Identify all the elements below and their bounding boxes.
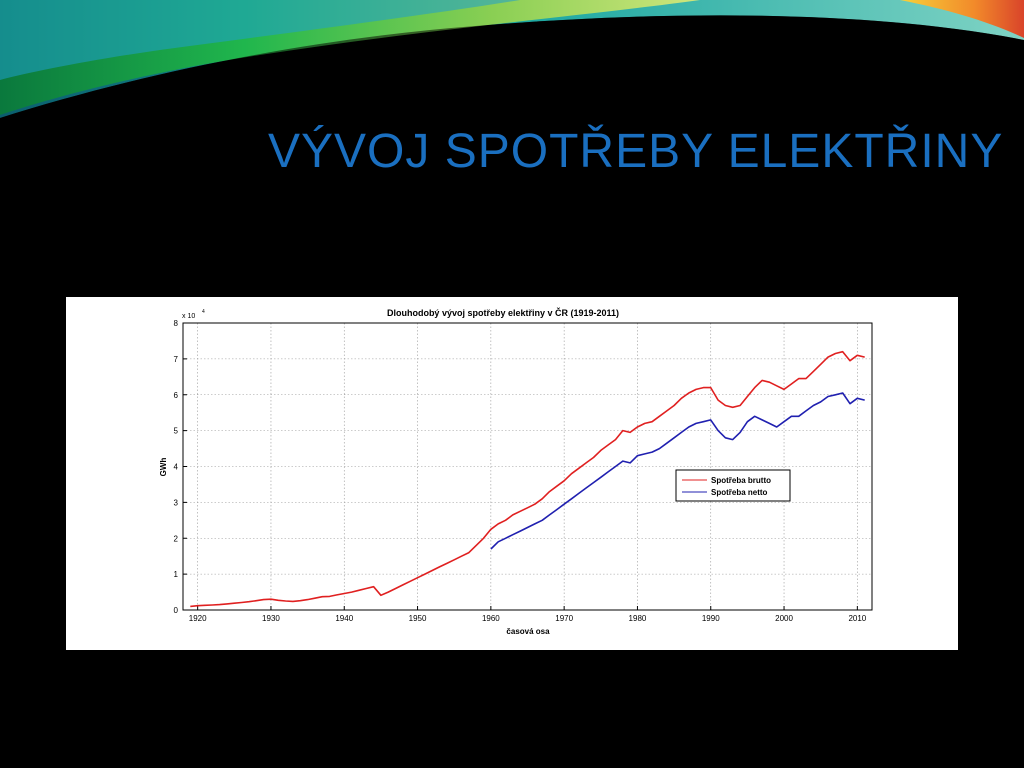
- x-tick-label: 1930: [262, 614, 280, 623]
- y-tick-label: 0: [174, 606, 179, 615]
- consumption-line-chart: 1920 1930 1940 1950 1960 1970 1980 1990 2000 2010…: [159, 307, 873, 636]
- x-tick-label: 1960: [482, 614, 500, 623]
- y-tick-label: 6: [174, 391, 179, 400]
- y-axis-multiplier: x 10: [182, 313, 195, 320]
- x-tick-label: 2000: [775, 614, 793, 623]
- chart-legend: Spotřeba brutto Spotřeba netto: [675, 469, 791, 502]
- x-axis-label: časová osa: [506, 627, 550, 636]
- y-tick-label: 1: [174, 570, 179, 579]
- x-tick-label: 1940: [335, 614, 353, 623]
- series-line-0: [190, 350, 865, 608]
- chart-panel: 1920 1930 1940 1950 1960 1970 1980 1990 2000 2010…: [66, 297, 958, 650]
- y-tick-label: 7: [174, 355, 179, 364]
- x-tick-label: 2010: [848, 614, 866, 623]
- series-lines: [190, 350, 865, 608]
- decorative-swoosh: [0, 0, 1024, 124]
- x-tick-label: 1950: [409, 614, 427, 623]
- x-tick-label: 1980: [629, 614, 647, 623]
- y-tick-label: 8: [174, 319, 179, 328]
- chart-grid: [183, 323, 872, 610]
- y-axis-label: GWh: [159, 458, 168, 477]
- legend-label-netto: Spotřeba netto: [711, 488, 768, 497]
- y-tick-label: 4: [174, 463, 179, 472]
- x-tick-label: 1920: [189, 614, 207, 623]
- chart-title: Dlouhodobý vývoj spotřeby elektřiny v ČR…: [387, 307, 619, 318]
- series-line-1: [490, 392, 865, 550]
- y-tick-label: 2: [174, 534, 179, 543]
- slide-title: VÝVOJ SPOTŘEBY ELEKTŘINY: [268, 125, 1004, 178]
- x-tick-label: 1990: [702, 614, 720, 623]
- legend-label-brutto: Spotřeba brutto: [711, 476, 771, 485]
- y-tick-label: 3: [174, 498, 179, 507]
- y-tick-label: 5: [174, 427, 179, 436]
- y-axis-multiplier-exponent: 4: [202, 309, 205, 315]
- axis-ticks: 1920 1930 1940 1950 1960 1970 1980 1990 2000 2010…: [174, 319, 867, 623]
- x-tick-label: 1970: [555, 614, 573, 623]
